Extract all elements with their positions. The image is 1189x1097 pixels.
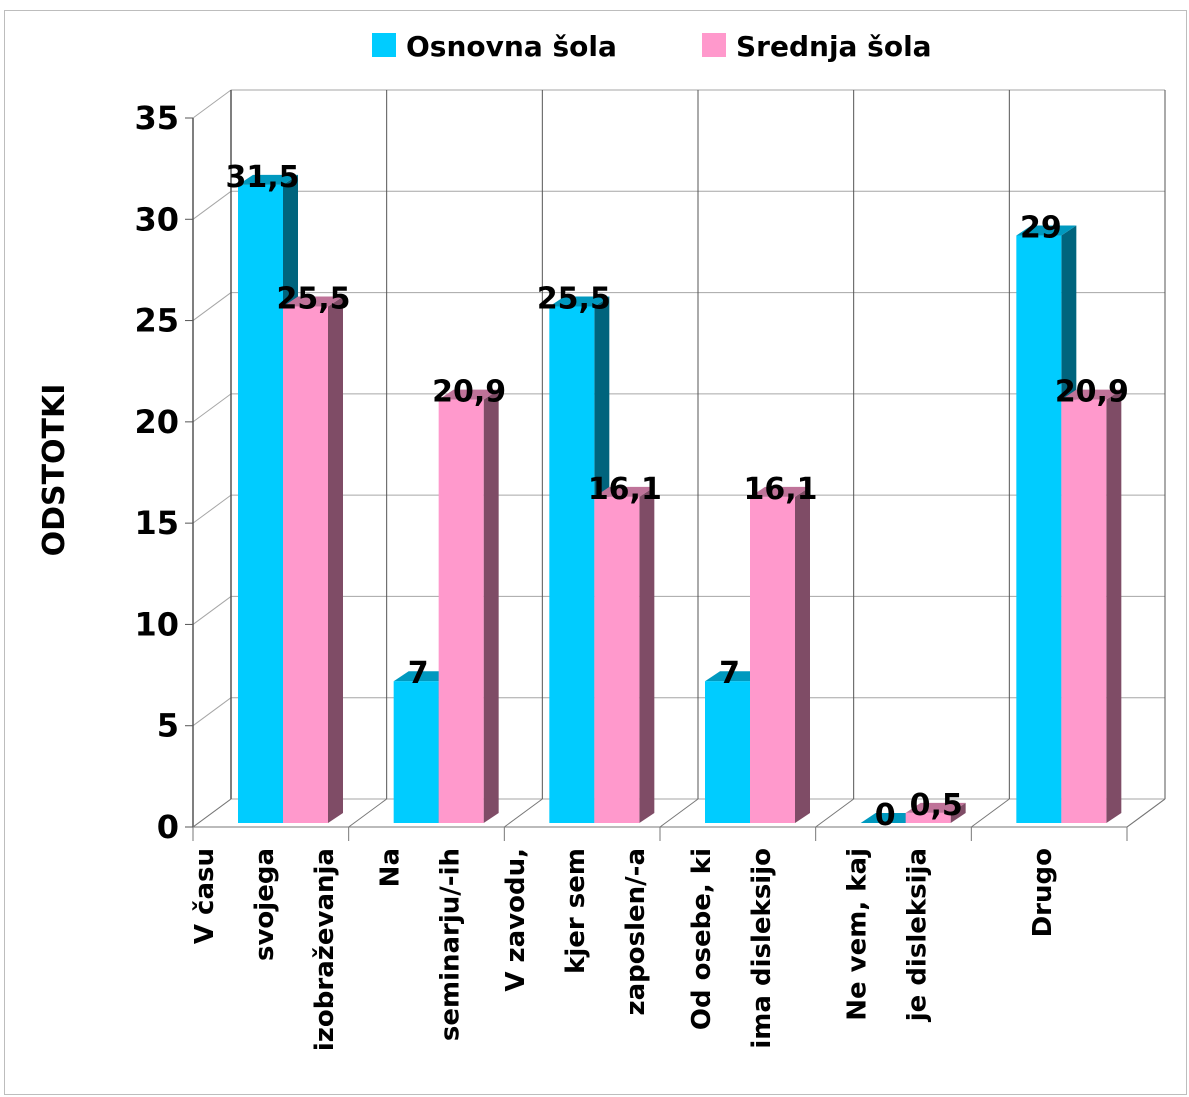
bar-side (950, 802, 966, 823)
x-tick-label: Drugo (1028, 848, 1058, 937)
data-label: 29 (1020, 211, 1062, 246)
y-tick-label: 0 (157, 808, 179, 846)
bar (438, 399, 484, 823)
x-tick-label: Na (376, 848, 406, 887)
x-tick-label: je disleksija (903, 848, 933, 1022)
data-label: 7 (408, 656, 429, 691)
floor-divider (192, 798, 232, 828)
x-tick-label: seminarju/-ih (436, 848, 466, 1041)
legend-label: Srednja šola (736, 30, 932, 63)
x-tick-label: svojega (250, 848, 280, 961)
floor-divider (659, 798, 699, 828)
floor-divider (815, 798, 854, 828)
bar-top (438, 389, 499, 400)
bar-top (750, 486, 810, 497)
data-label: 20,9 (1055, 375, 1129, 410)
gridline-side (192, 596, 232, 625)
data-label: 7 (719, 656, 740, 691)
bar (905, 812, 951, 823)
gridline-side (192, 190, 232, 220)
bar-side (639, 486, 655, 823)
bar-side (328, 296, 343, 823)
y-tick-label: 35 (134, 99, 179, 137)
bar-top (238, 174, 298, 185)
x-tick-label: Ne vem, kaj (843, 848, 873, 1021)
y-tick-label: 30 (134, 200, 179, 238)
bar-top (1061, 389, 1122, 400)
bar (1061, 399, 1107, 823)
gridline-side (192, 89, 232, 119)
gridline-side (192, 292, 232, 321)
floor-divider (1126, 798, 1166, 828)
bar-top (1016, 225, 1077, 236)
floor-divider (971, 798, 1010, 828)
x-tick-label: kjer sem (561, 848, 591, 974)
y-axis-label: ODSTOTKI (37, 384, 72, 557)
gridline-side (192, 494, 232, 524)
bar-side (795, 486, 810, 823)
legend-swatch (372, 33, 396, 57)
bar (705, 681, 750, 823)
bar-top (594, 486, 655, 497)
chart-frame (4, 10, 1187, 1095)
y-tick-label: 10 (134, 605, 179, 643)
y-tick-label: 20 (134, 403, 179, 441)
bar (750, 496, 795, 823)
floor-divider (348, 798, 387, 828)
bar (283, 306, 328, 823)
bar-side (483, 389, 499, 823)
x-tick-label: ima disleksijo (747, 848, 777, 1049)
bar (238, 184, 283, 823)
data-label: 20,9 (432, 375, 506, 410)
data-label: 25,5 (537, 281, 611, 316)
gridline-side (192, 393, 232, 423)
x-tick-label: V času (190, 848, 220, 944)
data-label: 0 (875, 798, 896, 833)
x-tick-label: V zavodu, (501, 848, 531, 992)
y-tick-label: 15 (134, 504, 179, 542)
gridline-side (192, 697, 232, 727)
legend-swatch (702, 33, 726, 57)
data-label: 25,5 (276, 281, 350, 316)
x-tick-label: Od osebe, ki (687, 848, 717, 1030)
floor-divider (504, 798, 543, 828)
bar-top (905, 802, 966, 813)
bar (393, 681, 439, 823)
bar-top (283, 296, 343, 307)
y-tick-label: 25 (134, 302, 179, 340)
bar (594, 496, 640, 823)
bar (1016, 235, 1062, 824)
bar-top (549, 296, 610, 307)
data-label: 16,1 (743, 472, 817, 507)
x-tick-label: zaposlen/-a (621, 848, 651, 1016)
data-label: 31,5 (225, 160, 299, 195)
bar-side (1106, 389, 1122, 823)
bar (549, 306, 595, 823)
y-tick-label: 5 (157, 707, 179, 745)
x-tick-label: izobraževanja (310, 848, 340, 1051)
legend-label: Osnovna šola (406, 30, 617, 63)
data-label: 16,1 (588, 472, 662, 507)
data-label: 0,5 (910, 788, 963, 823)
